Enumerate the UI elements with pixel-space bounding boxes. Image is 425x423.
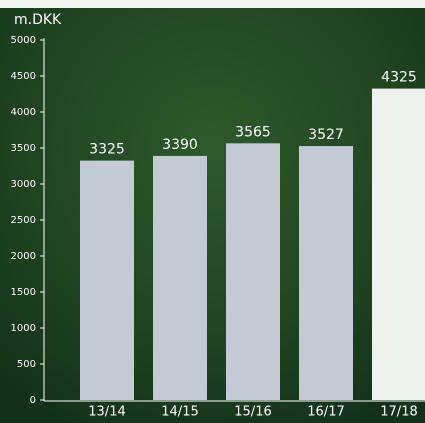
value-label: 3325: [89, 142, 125, 158]
y-tick-label: 0: [30, 395, 36, 406]
x-tick-label: 13/14: [88, 405, 125, 420]
y-tick-label: 500: [17, 359, 36, 370]
value-label: 3527: [308, 127, 344, 143]
y-tick-label: 3500: [11, 143, 36, 154]
y-tick-label: 2000: [11, 251, 36, 262]
bar: [372, 88, 425, 400]
bar: [153, 155, 207, 400]
top-strip: [0, 0, 425, 8]
bar: [80, 160, 134, 400]
bar: [226, 143, 280, 400]
axis-label: m.DKK: [14, 12, 62, 28]
value-label: 3390: [162, 137, 198, 153]
y-tick-label: 1500: [11, 287, 36, 298]
bar: [299, 146, 353, 400]
y-tick-label: 4000: [11, 107, 36, 118]
x-tick-label: 16/17: [307, 405, 344, 420]
y-tick-label: 3000: [11, 179, 36, 190]
value-label: 4325: [381, 70, 417, 86]
value-label: 3565: [235, 124, 271, 140]
y-tick-label: 5000: [11, 35, 36, 46]
x-tick-label: 14/15: [161, 405, 198, 420]
x-tick-label: 15/16: [234, 405, 271, 420]
y-tick-label: 2500: [11, 215, 36, 226]
y-tick-label: 4500: [11, 71, 36, 82]
y-tick-label: 1000: [11, 323, 36, 334]
x-tick-label: 17/18: [380, 405, 417, 420]
